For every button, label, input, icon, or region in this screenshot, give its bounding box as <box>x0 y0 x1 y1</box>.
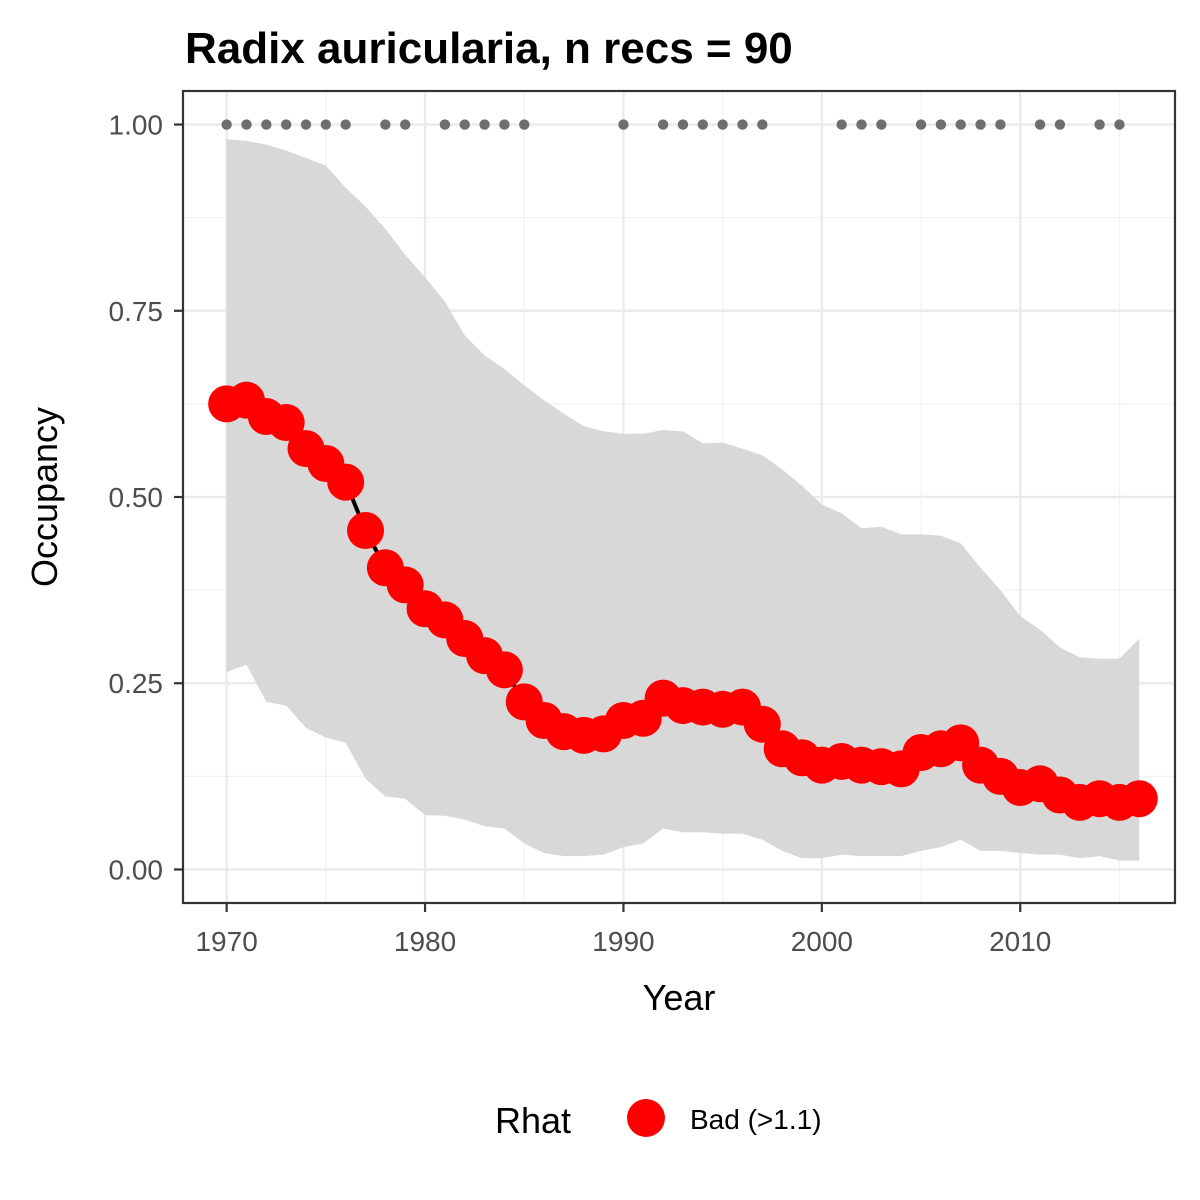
x-axis: 1970 1980 1990 2000 2010 <box>195 903 1051 957</box>
record-markers <box>221 119 1125 130</box>
record-marker <box>261 119 272 130</box>
record-marker <box>280 119 292 130</box>
x-tick-label: 1970 <box>195 926 257 957</box>
data-point <box>743 705 781 743</box>
y-tick-label: 0.75 <box>109 296 164 327</box>
record-marker <box>657 119 669 130</box>
record-marker <box>300 119 312 130</box>
record-marker <box>935 119 947 130</box>
data-point <box>347 512 385 550</box>
ribbon-area <box>226 139 1140 861</box>
record-marker <box>995 119 1006 130</box>
record-marker <box>697 119 709 130</box>
record-marker <box>677 119 689 130</box>
record-marker <box>836 119 847 130</box>
legend-label: Bad (>1.1) <box>690 1104 822 1135</box>
y-tick-label: 1.00 <box>109 110 164 141</box>
record-marker <box>479 119 490 130</box>
record-marker <box>1034 119 1046 130</box>
y-tick-label: 0.25 <box>109 668 164 699</box>
x-tick-label: 1990 <box>592 926 654 957</box>
record-marker <box>1094 119 1105 130</box>
record-marker <box>320 119 332 130</box>
record-marker <box>380 119 391 130</box>
y-axis: 0.00 0.25 0.50 0.75 1.00 <box>109 110 183 885</box>
record-marker <box>856 119 867 130</box>
record-marker <box>340 119 351 130</box>
legend: Rhat Bad (>1.1) <box>495 1099 822 1141</box>
record-marker <box>439 119 451 130</box>
record-marker <box>975 119 986 130</box>
data-point <box>327 463 365 501</box>
data-point <box>267 404 305 442</box>
record-marker <box>618 119 629 130</box>
record-marker <box>241 119 252 130</box>
record-marker <box>737 119 748 130</box>
occupancy-points <box>208 381 1158 821</box>
record-marker <box>459 119 470 130</box>
record-marker <box>221 119 232 130</box>
confidence-ribbon <box>226 139 1140 861</box>
record-marker <box>499 119 510 130</box>
record-marker <box>955 119 966 130</box>
x-tick-label: 2010 <box>989 926 1051 957</box>
legend-key-point <box>627 1099 665 1137</box>
record-marker <box>915 119 927 130</box>
data-point <box>1120 780 1158 818</box>
data-point <box>485 651 523 689</box>
y-axis-title: Occupancy <box>24 407 65 587</box>
legend-title: Rhat <box>495 1100 571 1141</box>
record-marker <box>1114 119 1125 130</box>
record-marker <box>519 119 530 130</box>
chart-title: Radix auricularia, n recs = 90 <box>185 24 793 73</box>
y-tick-label: 0.00 <box>109 854 164 885</box>
record-marker <box>876 119 887 130</box>
record-marker <box>1054 119 1066 130</box>
x-tick-label: 1980 <box>394 926 456 957</box>
x-axis-title: Year <box>643 977 716 1018</box>
y-tick-label: 0.50 <box>109 482 164 513</box>
record-marker <box>717 119 728 130</box>
record-marker <box>400 119 411 130</box>
x-tick-label: 2000 <box>791 926 853 957</box>
record-marker <box>757 119 768 130</box>
